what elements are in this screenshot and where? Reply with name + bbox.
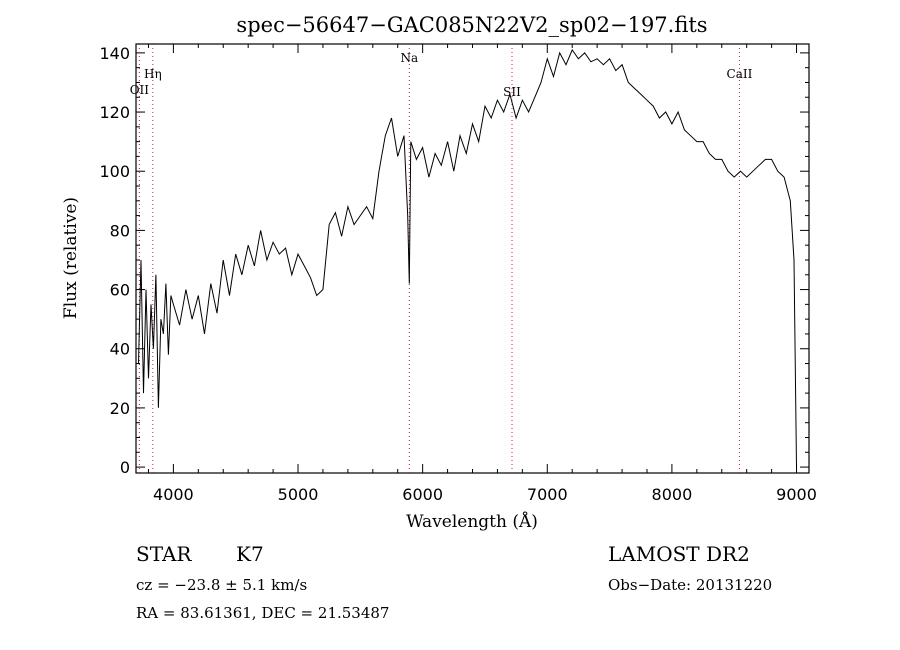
object-subclass-label: K7 [236,542,264,566]
spectral-line-label: SII [503,85,521,99]
spectral-line-label: CaII [727,67,753,81]
x-tick-label: 4000 [153,485,194,504]
x-axis-label: Wavelength (Å) [406,511,538,532]
y-tick-label: 60 [110,281,130,300]
survey-label: LAMOST DR2 [608,542,750,566]
object-class-label: STAR [136,542,192,566]
spectral-line-label: Hη [144,67,162,81]
y-tick-label: 20 [110,399,130,418]
y-tick-label: 80 [110,221,130,240]
coordinates-label: RA = 83.61361, DEC = 21.53487 [136,604,390,622]
spectral-line-label: OII [130,83,150,97]
axis-ticks: 4000 5000 6000 7000 8000 9000 0 20 40 60 80 100 120 1… [99,44,816,504]
y-tick-label: 40 [110,340,130,359]
spectral-line-markers: OII Hη Na SII CaII [130,44,753,473]
x-tick-label: 9000 [776,485,817,504]
x-tick-label: 5000 [278,485,319,504]
y-tick-label: 100 [99,162,130,181]
chart-title: spec−56647−GAC085N22V2_sp02−197.fits [236,13,707,37]
x-tick-label: 7000 [527,485,568,504]
x-tick-label: 8000 [652,485,693,504]
observation-date-label: Obs−Date: 20131220 [608,576,773,594]
y-tick-label: 120 [99,103,130,122]
x-tick-label: 6000 [402,485,443,504]
y-tick-label: 0 [120,458,130,477]
redshift-velocity-label: cz = −23.8 ± 5.1 km/s [136,576,308,594]
spectrum-series-line [138,48,797,468]
y-tick-label: 140 [99,44,130,63]
spectral-line-label: Na [400,51,418,65]
y-axis-label: Flux (relative) [61,197,81,319]
